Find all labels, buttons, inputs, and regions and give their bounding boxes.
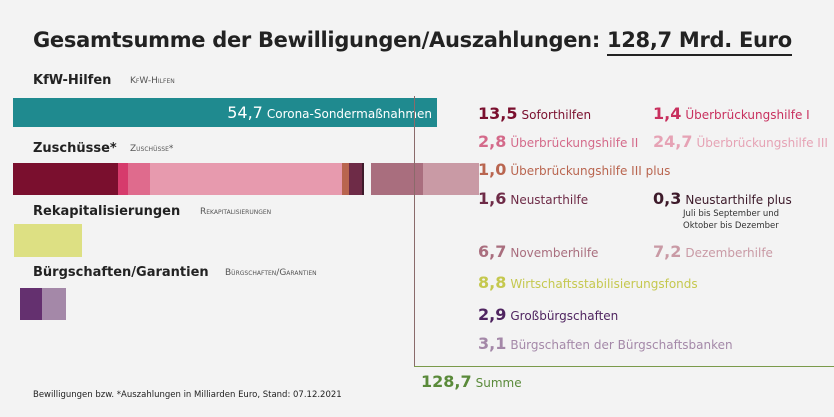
title-total: 128,7 Mrd. Euro (606, 28, 792, 56)
category-name: Zuschüsse* (130, 144, 174, 154)
legend-item: 7,2 Dezemberhilfe (653, 242, 773, 261)
legend-item: 24,7 Überbrückungshilfe III (653, 132, 828, 151)
bar-segment-überbrückungshilfe-iii (150, 163, 342, 195)
legend-value: 2,9 (478, 305, 507, 324)
legend-item: 2,8 Überbrückungshilfe II (478, 132, 638, 151)
category-label: Rekapitalisierungen (33, 204, 181, 219)
legend-note: Oktober bis Dezember (683, 221, 779, 231)
bar-segment-neustarthilfe (349, 163, 362, 195)
legend-label: Neustarthilfe plus (685, 193, 792, 207)
legend-value: 8,8 (478, 273, 507, 292)
legend-item: 1,0 Überbrückungshilfe III plus (478, 160, 670, 179)
divider-vertical (414, 96, 415, 366)
legend-value: 1,0 (478, 160, 507, 179)
category-label: KfW-Hilfen (33, 73, 112, 88)
category-name: Bürgschaften/Garantien (225, 268, 317, 278)
sum-label: Summe (475, 376, 522, 390)
legend-label: Dezemberhilfe (685, 246, 773, 260)
legend-label: Überbrückungshilfe II (510, 136, 639, 150)
legend-value: 13,5 (478, 104, 518, 123)
legend-item: 2,9 Großbürgschaften (478, 305, 618, 324)
legend-label: Überbrückungshilfe III (696, 136, 828, 150)
category-name: KfW-Hilfen (130, 76, 175, 86)
legend-value: 7,2 (653, 242, 682, 261)
chart-title: Gesamtsumme der Bewilligungen/Auszahlung… (33, 28, 792, 56)
legend-value: 2,8 (478, 132, 507, 151)
kfw-value: 54,7 (227, 103, 263, 122)
legend-value: 6,7 (478, 242, 507, 261)
bar-segment-soforthilfen (13, 163, 118, 195)
category-label: Zuschüsse* (33, 141, 117, 156)
bar-segment-neustarthilfe-plus (361, 163, 365, 195)
legend-value: 1,4 (653, 104, 682, 123)
bar-segment-überbrückungshilfe-iii-plus (341, 163, 350, 195)
legend-item: 13,5 Soforthilfen (478, 104, 591, 123)
legend-item: 3,1 Bürgschaften der Bürgschaftsbanken (478, 334, 733, 353)
legend-label: Novemberhilfe (510, 246, 599, 260)
legend-label: Großbürgschaften (510, 309, 619, 323)
legend-label: Wirtschaftsstabilisierungsfonds (510, 277, 698, 291)
bar-segment-überbrückungshilfe-i (117, 163, 129, 195)
title-text: Gesamtsumme der Bewilligungen/Auszahlung… (33, 28, 600, 52)
bar-segment-großbürgschaften (20, 288, 43, 320)
legend-label: Neustarthilfe (510, 193, 589, 207)
bar-segment-bürgschaften-der-bürgschaftsbanken (42, 288, 67, 320)
bar-segment-wirtschaftsstabilisierungsfonds (14, 224, 83, 257)
legend-label: Überbrückungshilfe III plus (510, 164, 671, 178)
legend-item: 0,3 Neustarthilfe plus Juli bis September … (653, 189, 792, 232)
legend-value: 1,6 (478, 189, 507, 208)
legend-item: 8,8 Wirtschaftsstabilisierungsfonds (478, 273, 698, 292)
legend-label: Bürgschaften der Bürgschaftsbanken (510, 338, 733, 352)
kfw-name: Corona-Sondermaßnahmen (266, 107, 432, 121)
bar-segment-novemberhilfe (371, 163, 423, 195)
legend-item: 6,7 Novemberhilfe (478, 242, 598, 261)
legend-value: 0,3 (653, 189, 682, 208)
category-name: Rekapitalisierungen (200, 207, 272, 217)
kfw-bar-label: 54,7 Corona-Sondermaßnahmen (227, 103, 432, 122)
legend-value: 24,7 (653, 132, 693, 151)
legend-note: Juli bis September und (683, 209, 780, 219)
legend-label: Soforthilfen (521, 108, 592, 122)
sum-item: 128,7 Summe (421, 372, 522, 391)
legend-value: 3,1 (478, 334, 507, 353)
legend-label: Überbrückungshilfe I (685, 108, 810, 122)
legend-item: 1,4 Überbrückungshilfe I (653, 104, 810, 123)
legend-item: 1,6 Neustarthilfe (478, 189, 588, 208)
sum-value: 128,7 (421, 372, 472, 391)
bar-segment-corona-sondermaßnahmen (13, 98, 437, 127)
category-label: Bürgschaften/Garantien (33, 265, 209, 280)
divider-horizontal (414, 366, 834, 367)
bar-segment-dezemberhilfe (423, 163, 479, 195)
bar-segment-überbrückungshilfe-ii (128, 163, 151, 195)
footnote: Bewilligungen bzw. *Auszahlungen in Mill… (33, 390, 342, 400)
